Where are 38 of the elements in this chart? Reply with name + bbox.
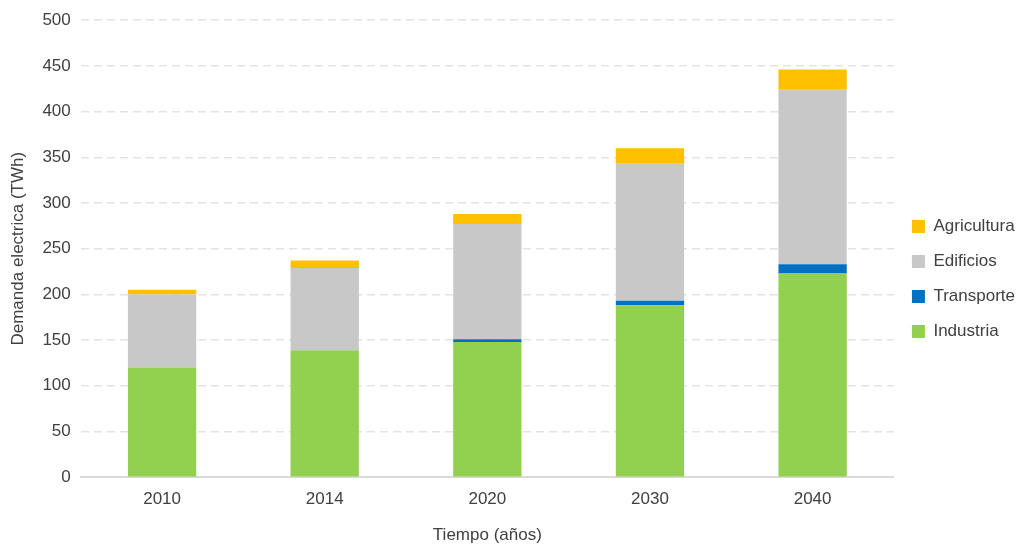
bar bbox=[290, 350, 359, 477]
bar bbox=[453, 339, 522, 342]
bar bbox=[615, 163, 685, 301]
y-tick-label: 50 bbox=[51, 421, 71, 441]
bar bbox=[453, 213, 522, 225]
x-tick-label: 2040 bbox=[793, 489, 832, 509]
bar bbox=[778, 264, 847, 274]
bar bbox=[290, 260, 359, 268]
y-tick-label: 450 bbox=[42, 55, 71, 75]
x-tick-label: 2030 bbox=[631, 489, 669, 509]
bar bbox=[453, 224, 522, 340]
bar bbox=[127, 367, 197, 477]
bar bbox=[615, 305, 685, 477]
y-tick-label: 250 bbox=[42, 238, 71, 258]
y-tick-label: 350 bbox=[42, 146, 71, 166]
y-tick-label: 200 bbox=[42, 284, 71, 304]
legend-label: Transporte bbox=[933, 286, 1016, 306]
bar bbox=[615, 148, 685, 164]
bar bbox=[778, 89, 847, 265]
y-tick-label: 0 bbox=[61, 466, 71, 486]
y-tick-label: 150 bbox=[42, 329, 71, 349]
x-tick-label: 2020 bbox=[468, 489, 507, 509]
legend-label: Agricultura bbox=[933, 216, 1016, 236]
x-tick-label: 2010 bbox=[143, 489, 181, 509]
bar bbox=[290, 267, 359, 351]
legend-label: Edificios bbox=[933, 251, 997, 271]
bar bbox=[453, 341, 522, 477]
y-axis-title: Demanda electrica (TWh) bbox=[7, 151, 27, 346]
y-tick-label: 400 bbox=[42, 101, 71, 121]
x-axis-title: Tiempo (años) bbox=[432, 525, 542, 545]
bar bbox=[127, 294, 197, 368]
y-tick-label: 100 bbox=[42, 375, 71, 395]
y-tick-label: 300 bbox=[42, 192, 71, 212]
bar bbox=[778, 69, 847, 90]
bar bbox=[778, 273, 847, 477]
legend-label: Industria bbox=[933, 321, 1000, 341]
y-tick-label: 500 bbox=[42, 9, 71, 29]
x-tick-label: 2014 bbox=[305, 489, 344, 509]
